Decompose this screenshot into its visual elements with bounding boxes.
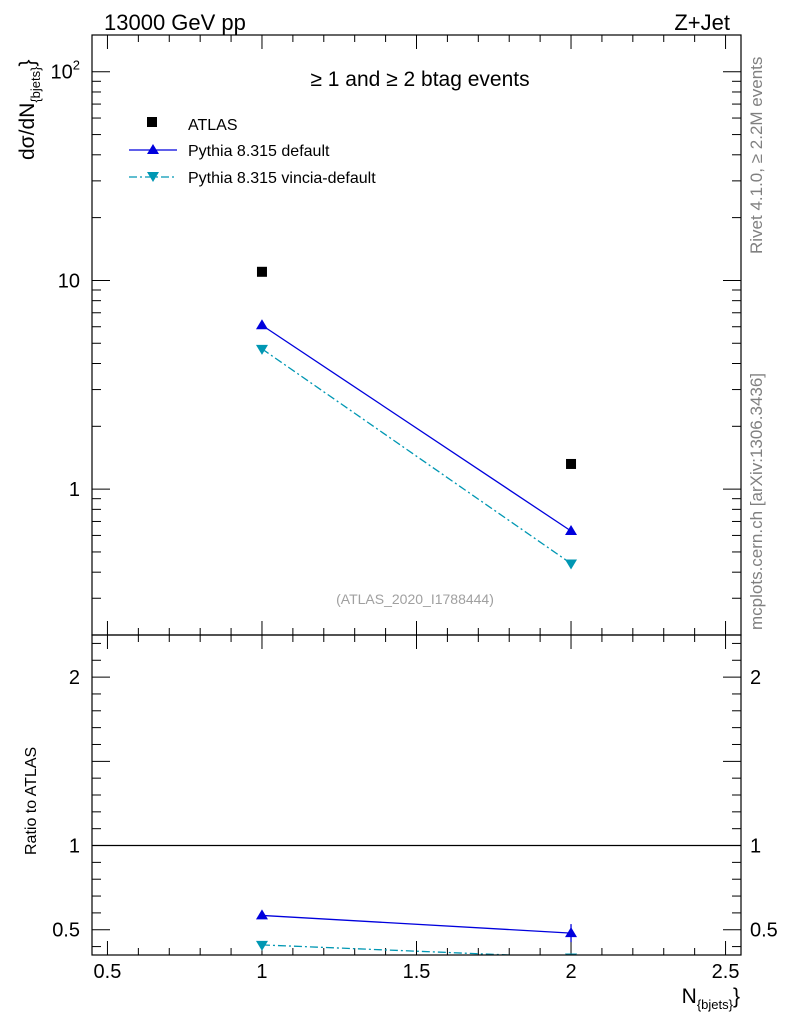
ratio-pythia-8-315-default-point (255, 909, 268, 920)
main-data-marks (255, 266, 578, 570)
main-y-axis-label-close: } (16, 60, 39, 67)
legend-atlas-label: ATLAS (188, 117, 238, 134)
main-pythia-8-315-default-point (565, 525, 578, 536)
legend-default-label: Pythia 8.315 default (188, 143, 330, 160)
rivet-version-label: Rivet 4.1.0, ≥ 2.2M events (747, 57, 766, 254)
ratio-axis-ticks: 0.5 1 1.5 2 2.5 0.5 0.5 1 1 2 2 (52, 635, 778, 983)
ratio-data-marks (92, 844, 741, 955)
main-y-tick-label: 1 (69, 479, 80, 501)
legend-default-marker (147, 144, 159, 154)
legend-vincia-marker (147, 172, 159, 182)
main-y-tick-label-exponent: 2 (73, 58, 80, 73)
x-tick-label: 2 (565, 961, 576, 983)
main-y-tick-label: 10 (58, 270, 80, 292)
main-pythia-8-315-vincia-default-line (261, 348, 572, 565)
x-axis-label-close: } (733, 985, 740, 1008)
ratio-pythia-8-315-vincia-default-line (261, 944, 526, 955)
main-pythia-8-315-default-point (255, 319, 268, 330)
x-tick-label: 1.5 (403, 961, 431, 983)
main-y-tick-label-base: 10 (51, 62, 73, 84)
ratio-y-tick-label: 1 (69, 836, 80, 858)
legend-vincia-label: Pythia 8.315 vincia-default (188, 170, 376, 187)
plot-title: ≥ 1 and ≥ 2 btag events (310, 68, 529, 91)
ratio-pythia-8-315-default-line (261, 914, 572, 934)
main-y-axis-label-subscript: {bjets} (28, 66, 43, 103)
ratio-y-axis-label: Ratio to ATLAS (23, 747, 40, 855)
main-atlas-point (256, 266, 267, 277)
x-axis-label-main: N (682, 985, 697, 1008)
ratio-y-tick-label-right: 2 (750, 667, 761, 689)
analysis-id-label: (ATLAS_2020_I1788444) (336, 591, 494, 607)
main-y-tick-label: 102 (51, 58, 80, 84)
main-atlas-point (566, 458, 577, 469)
main-pythia-8-315-default-line (261, 324, 572, 532)
x-tick-label: 0.5 (94, 961, 122, 983)
main-pythia-8-315-vincia-default-point (565, 559, 578, 570)
ratio-y-tick-label-right: 1 (750, 836, 761, 858)
ratio-plot-frame (91, 634, 742, 956)
header-right-label: Z+Jet (674, 10, 730, 35)
ratio-y-tick-label: 0.5 (52, 920, 80, 942)
main-pythia-8-315-vincia-default-point (255, 344, 268, 355)
x-axis-label-subscript: {bjets} (697, 997, 734, 1012)
ratio-pythia-8-315-vincia-default-point (255, 940, 268, 951)
x-axis-label: N{bjets}} (682, 985, 740, 1012)
ratio-y-tick-label-right: 0.5 (750, 920, 778, 942)
main-y-axis-label: dσ/dN{bjets}} (16, 60, 43, 161)
main-y-axis-label-main: dσ/dN (16, 103, 39, 160)
ratio-y-tick-label: 2 (69, 667, 80, 689)
x-tick-label: 1 (256, 961, 267, 983)
header-left-label: 13000 GeV pp (104, 10, 246, 35)
legend-atlas-marker (147, 117, 157, 127)
legend: ATLAS Pythia 8.315 default Pythia 8.315 … (129, 117, 376, 187)
x-tick-label: 2.5 (712, 961, 740, 983)
mcplots-reference-label: mcplots.cern.ch [arXiv:1306.3436] (747, 373, 766, 630)
